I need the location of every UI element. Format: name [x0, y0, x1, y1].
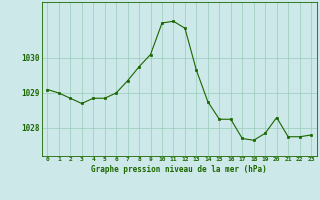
X-axis label: Graphe pression niveau de la mer (hPa): Graphe pression niveau de la mer (hPa) [91, 165, 267, 174]
